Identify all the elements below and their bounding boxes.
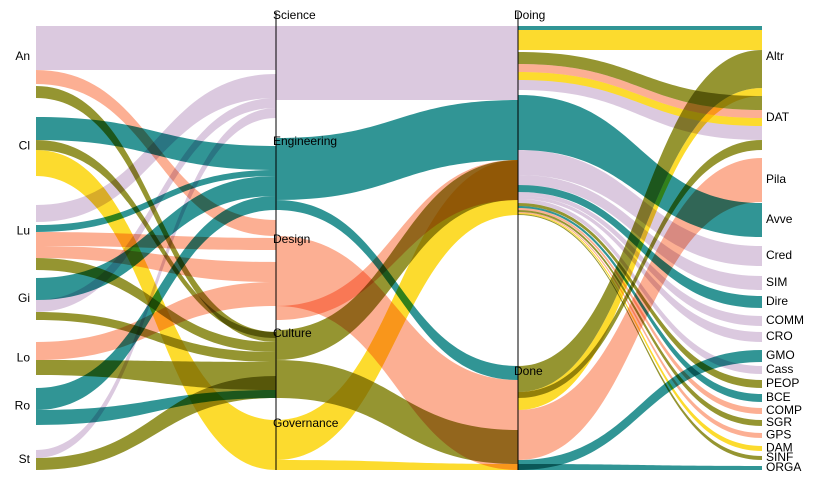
project-label-altr: Altr xyxy=(766,49,784,63)
person-label-lu: Lu xyxy=(17,224,30,238)
project-label-dam: DAM xyxy=(766,441,793,455)
project-label-peop: PEOP xyxy=(766,376,799,390)
flow-band xyxy=(276,360,518,464)
status-label-doing: Doing xyxy=(514,8,545,22)
flow-band xyxy=(518,214,762,460)
flow-band xyxy=(36,360,276,390)
project-label-orga: ORGA xyxy=(766,460,801,474)
flow-band xyxy=(36,74,276,222)
axis-lines xyxy=(275,12,519,470)
person-label-ro: Ro xyxy=(15,399,31,413)
flow-band xyxy=(276,26,518,100)
flow-band xyxy=(36,246,276,282)
person-label-cl: Cl xyxy=(19,139,30,153)
person-label-an: An xyxy=(15,49,30,63)
project-label-comm: COMM xyxy=(766,313,804,327)
node-labels: An Cl Lu Gi Lo Ro St Science Engineering Design Cu… xyxy=(15,8,804,474)
project-label-avve: Avve xyxy=(766,212,793,226)
flow-band xyxy=(36,176,276,300)
project-label-dat: DAT xyxy=(766,110,790,124)
project-label-comp: COMP xyxy=(766,403,802,417)
project-label-gmo: GMO xyxy=(766,348,795,362)
flow-band xyxy=(518,88,762,410)
flow-band xyxy=(36,312,276,362)
person-label-st: St xyxy=(19,452,31,466)
project-label-gps: GPS xyxy=(766,428,791,442)
flow-band xyxy=(518,350,762,470)
flow-band xyxy=(518,192,762,326)
project-label-cass: Cass xyxy=(766,362,793,376)
flow-band xyxy=(36,86,276,342)
flow-band xyxy=(518,140,762,398)
flow-band xyxy=(518,30,762,50)
flow-band xyxy=(36,282,276,360)
flow-band xyxy=(276,160,518,460)
domain-label-design: Design xyxy=(273,232,310,246)
flow-band xyxy=(36,196,276,410)
flow-band xyxy=(518,64,762,118)
flow-band xyxy=(518,72,762,126)
domain-label-governance: Governance xyxy=(273,416,339,430)
flow-band xyxy=(518,50,762,392)
domain-label-engineering: Engineering xyxy=(273,134,337,148)
project-label-dire: Dire xyxy=(766,294,788,308)
flow-band xyxy=(518,464,762,470)
project-label-sinf: SINF xyxy=(766,450,793,464)
person-label-gi: Gi xyxy=(18,291,30,305)
flow-band xyxy=(36,26,276,70)
project-label-pila: Pila xyxy=(766,172,786,186)
flow-band xyxy=(36,108,276,458)
person-label-lo: Lo xyxy=(17,351,31,365)
project-label-sgr: SGR xyxy=(766,415,792,429)
flow-band xyxy=(276,100,518,200)
flow-band xyxy=(276,460,518,470)
status-label-done: Done xyxy=(514,364,543,378)
flow-band xyxy=(36,376,276,470)
project-label-cred: Cred xyxy=(766,248,792,262)
flow-band xyxy=(36,98,276,312)
project-label-cro: CRO xyxy=(766,329,793,343)
project-label-bce: BCE xyxy=(766,390,791,404)
flow-bands xyxy=(36,26,762,470)
flow-band xyxy=(518,158,762,460)
project-label-sim: SIM xyxy=(766,275,787,289)
domain-label-science: Science xyxy=(273,8,316,22)
domain-label-culture: Culture xyxy=(273,326,312,340)
flow-band xyxy=(518,213,762,451)
flow-band xyxy=(518,26,762,30)
